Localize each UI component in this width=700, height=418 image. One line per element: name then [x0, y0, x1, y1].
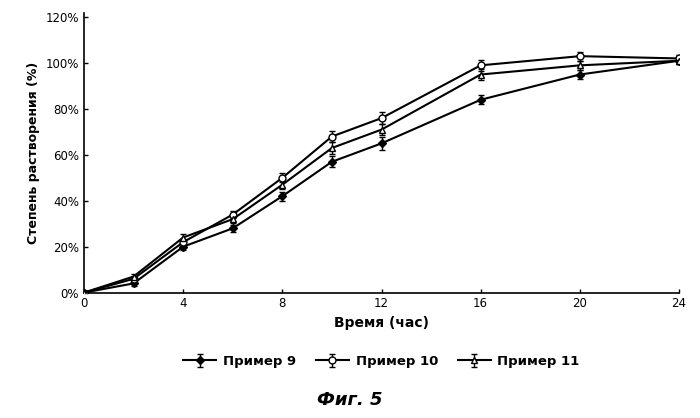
Text: Фиг. 5: Фиг. 5 — [317, 392, 383, 410]
Legend: Пример 9, Пример 10, Пример 11: Пример 9, Пример 10, Пример 11 — [178, 349, 584, 373]
X-axis label: Время (час): Время (час) — [334, 316, 429, 330]
Y-axis label: Степень растворения (%): Степень растворения (%) — [27, 61, 40, 244]
